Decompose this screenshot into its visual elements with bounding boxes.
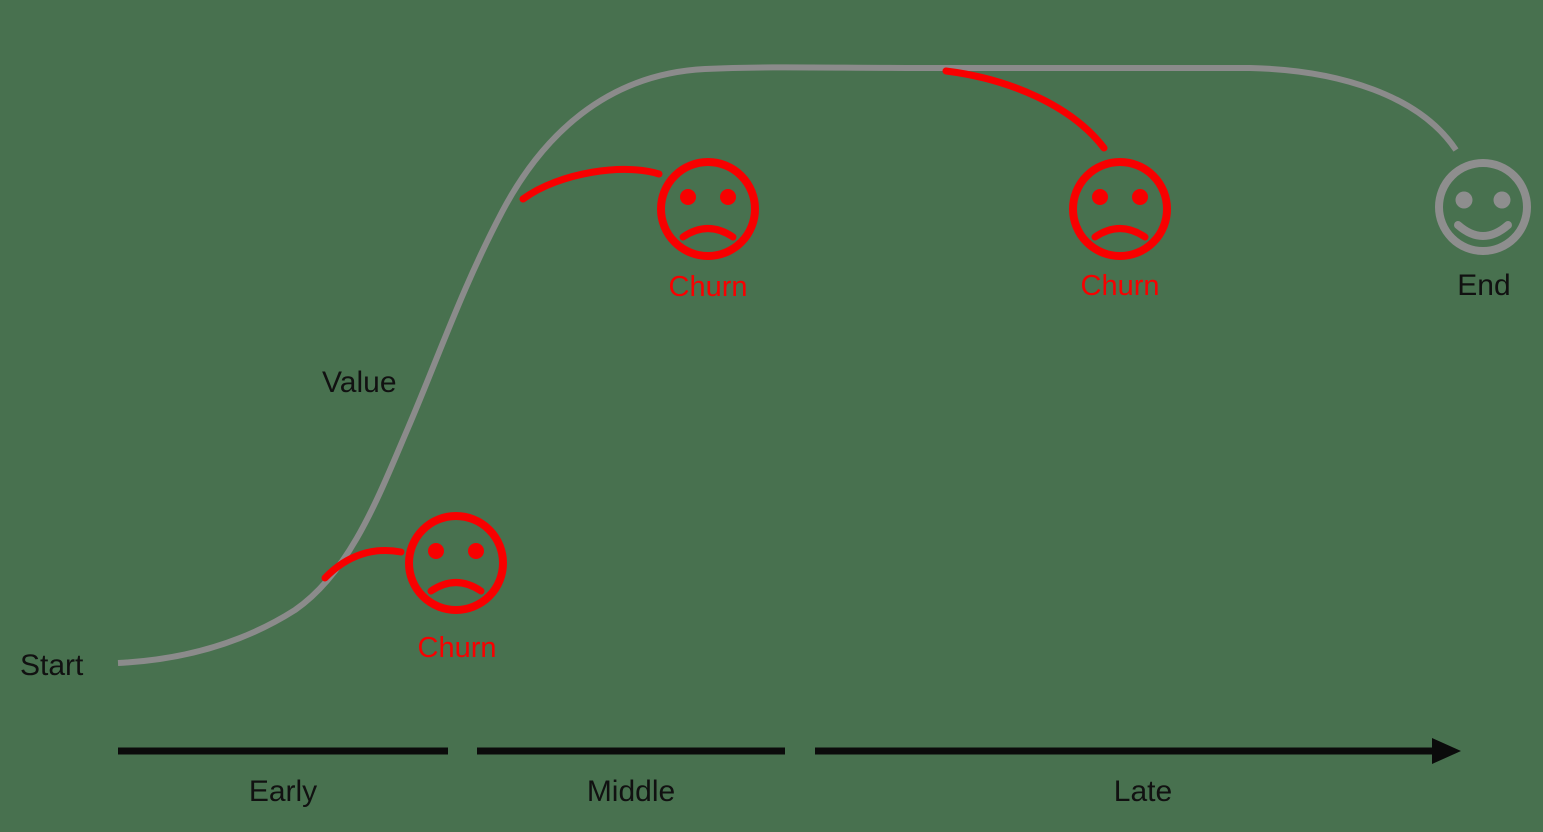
value-curve <box>117 64 1459 666</box>
churn-label-middle: Churn <box>669 271 748 303</box>
sad-face-right-eye <box>720 189 736 205</box>
sad-face-left-eye <box>1092 189 1108 205</box>
stage-label-early: Early <box>249 775 317 808</box>
stage-label-late: Late <box>1114 775 1172 808</box>
timeline-axis: Early Middle Late <box>118 738 1461 808</box>
churn-label-late: Churn <box>1081 270 1160 302</box>
sad-face-ring <box>1069 158 1171 260</box>
start-label: Start <box>20 649 84 682</box>
sad-face-right-eye <box>468 543 484 559</box>
churn-branch-middle <box>519 165 663 203</box>
sad-face-ring <box>405 512 507 614</box>
timeline-arrowhead-icon <box>1432 738 1461 764</box>
churn-label-early: Churn <box>418 632 497 664</box>
sad-face-left-eye <box>428 543 444 559</box>
sad-face-mouth <box>1091 225 1149 241</box>
sad-face-icon <box>657 158 759 260</box>
value-label: Value <box>322 366 397 399</box>
happy-face-mouth <box>1454 221 1512 240</box>
happy-face-right-eye <box>1493 191 1511 209</box>
churn-branch-early <box>321 546 405 582</box>
churn-branch-late <box>942 67 1108 152</box>
sad-face-left-eye <box>680 189 696 205</box>
sad-face-icon <box>1069 158 1171 260</box>
sad-face-mouth <box>679 225 737 241</box>
happy-face-icon <box>1435 159 1531 255</box>
happy-face-ring <box>1435 159 1531 255</box>
sad-face-icon <box>405 512 507 614</box>
sad-face-right-eye <box>1132 189 1148 205</box>
stage-label-middle: Middle <box>587 775 675 808</box>
happy-face-left-eye <box>1455 191 1473 209</box>
sad-face-ring <box>657 158 759 260</box>
end-label: End <box>1457 269 1510 302</box>
sad-face-mouth <box>427 579 485 595</box>
